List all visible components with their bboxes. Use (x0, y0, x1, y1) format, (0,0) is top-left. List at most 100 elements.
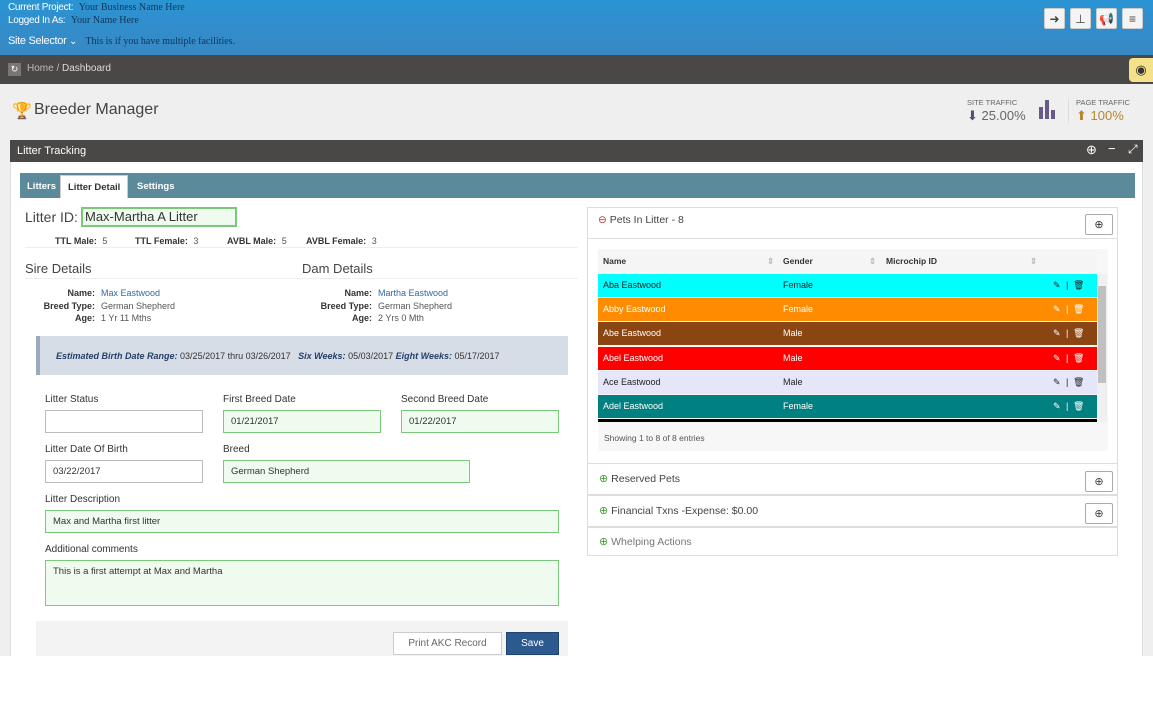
estimate-callout: Estimated Birth Date Range: 03/25/2017 t… (36, 336, 568, 375)
add-pet-button[interactable]: ⊕ (1085, 214, 1113, 235)
dam-details-title: Dam Details (302, 261, 373, 276)
sort-icon[interactable]: ⇕ (1030, 256, 1038, 266)
financial-txns-section[interactable]: ⊕ Financial Txns -Expense: $0.00 ⊕ (587, 495, 1118, 527)
reserved-pets-section[interactable]: ⊕ Reserved Pets ⊕ (587, 463, 1118, 495)
pet-gender: Male (783, 352, 803, 363)
logged-in-label: Logged In As: (8, 15, 66, 26)
table-row[interactable]: Ace Eastwood Male ✎ | 🗑 (598, 370, 1097, 394)
ttl-male-value: 5 (102, 236, 108, 246)
table-row[interactable]: Adel Eastwood Female ✎ | 🗑 (598, 395, 1097, 418)
pet-name: Abby Eastwood (603, 304, 666, 315)
eye-icon: ◉ (1135, 62, 1147, 77)
logout-button[interactable]: ➜ (1044, 8, 1065, 29)
chevron-down-icon: ⌄ (66, 36, 78, 47)
eight-weeks-label: Eight Weeks: (395, 350, 452, 361)
avbl-male-value: 5 (281, 236, 287, 246)
trash-icon[interactable]: 🗑 (1073, 328, 1085, 339)
dam-name-label: Name: (344, 288, 372, 298)
sort-icon[interactable]: ⇕ (869, 256, 877, 266)
tab-settings[interactable]: Settings (137, 181, 175, 192)
table-row[interactable]: Aba Eastwood Female ✎ | 🗑 (598, 274, 1097, 297)
menu-button[interactable]: ≡ (1122, 8, 1143, 29)
ttl-female-value: 3 (193, 236, 199, 246)
trash-icon[interactable]: 🗑 (1073, 401, 1085, 411)
ttl-female-label: TTL Female: (135, 236, 188, 246)
pet-name: Abe Eastwood (603, 328, 662, 339)
sitemap-button[interactable]: ⊥ (1070, 8, 1091, 29)
trash-icon[interactable]: 🗑 (1073, 280, 1085, 290)
sire-breed: German Shepherd (101, 300, 176, 311)
second-breed-date-input[interactable]: 01/22/2017 (401, 410, 559, 433)
column-gender[interactable]: Gender (783, 256, 813, 266)
refresh-icon[interactable]: ↻ (8, 63, 21, 76)
first-breed-date-label: First Breed Date (223, 394, 296, 405)
current-project: Your Business Name Here (78, 2, 185, 13)
top-header: Current Project: Your Business Name Here… (0, 0, 1153, 55)
first-breed-date-input[interactable]: 01/21/2017 (223, 410, 381, 433)
trash-icon[interactable]: 🗑 (1073, 376, 1085, 387)
six-weeks-label: Six Weeks: (298, 350, 346, 361)
litter-id-input[interactable]: Max-Martha A Litter (81, 207, 237, 227)
litter-description-input[interactable]: Max and Martha first litter (45, 510, 559, 533)
minus-circle-icon[interactable]: ⊖ (598, 214, 607, 226)
announcements-button[interactable]: 📢 (1096, 8, 1117, 29)
pet-gender: Female (783, 304, 814, 315)
avbl-male-label: AVBL Male: (227, 236, 277, 246)
table-scrollbar[interactable] (1097, 274, 1107, 422)
litter-status-input[interactable] (45, 410, 203, 433)
edit-icon[interactable]: ✎ (1053, 401, 1061, 411)
sire-age: 1 Yr 11 Mths (101, 313, 152, 323)
edit-icon[interactable]: ✎ (1053, 376, 1061, 387)
table-row[interactable]: Abe Eastwood Male ✎ | 🗑 (598, 322, 1097, 346)
entries-info: Showing 1 to 8 of 8 entries (604, 433, 705, 443)
litter-dob-input[interactable]: 03/22/2017 (45, 460, 203, 483)
column-name[interactable]: Name (603, 256, 627, 266)
minimize-icon[interactable]: − (1108, 141, 1116, 156)
edit-icon[interactable]: ✎ (1053, 352, 1061, 363)
pet-name: Ace Eastwood (603, 376, 661, 387)
tab-litter-detail[interactable]: Litter Detail (60, 175, 129, 198)
print-akc-record-button[interactable]: Print AKC Record (393, 632, 502, 655)
second-breed-date-label: Second Breed Date (401, 394, 489, 405)
site-selector[interactable]: Site Selector (8, 35, 67, 47)
plus-circle-icon: ⊕ (1094, 508, 1104, 520)
dam-breed-label: Breed Type: (320, 300, 372, 311)
sire-age-label: Age: (75, 313, 95, 323)
plus-circle-icon: ⊕ (599, 505, 609, 517)
add-financial-button[interactable]: ⊕ (1085, 503, 1113, 524)
dam-age-label: Age: (352, 313, 372, 323)
edit-icon[interactable]: ✎ (1053, 304, 1061, 315)
table-row[interactable]: Abby Eastwood Female ✎ | 🗑 (598, 298, 1097, 322)
litter-id-label: Litter ID: (25, 209, 78, 225)
pet-gender: Female (783, 401, 814, 411)
breed-input[interactable]: German Shepherd (223, 460, 470, 483)
pets-in-litter-title: Pets In Litter - 8 (609, 214, 684, 226)
page-traffic-value: 100% (1090, 108, 1124, 123)
plus-circle-icon: ⊕ (599, 473, 609, 485)
site-traffic-label: SITE TRAFFIC (967, 98, 1018, 107)
sire-breed-label: Breed Type: (43, 300, 95, 311)
trash-icon[interactable]: 🗑 (1073, 352, 1085, 363)
whelping-actions-section[interactable]: ⊕ Whelping Actions (587, 527, 1118, 556)
sire-name-link[interactable]: Max Eastwood (101, 288, 161, 298)
ttl-male-label: TTL Male: (55, 236, 97, 246)
expand-icon[interactable]: ⤢ (1128, 142, 1138, 156)
edit-icon[interactable]: ✎ (1053, 328, 1061, 339)
tab-litters[interactable]: Litters (27, 181, 57, 192)
eye-button[interactable]: ◉ (1129, 58, 1153, 82)
dam-name-link[interactable]: Martha Eastwood (378, 288, 449, 298)
add-icon[interactable]: ⊕ (1086, 142, 1097, 157)
breadcrumb-home[interactable]: Home / (27, 63, 60, 74)
whelping-actions-title: Whelping Actions (611, 536, 692, 548)
edit-icon[interactable]: ✎ (1053, 280, 1061, 290)
column-microchip-id[interactable]: Microchip ID (886, 256, 938, 266)
table-row[interactable]: Abel Eastwood Male ✎ | 🗑 (598, 346, 1097, 370)
additional-comments-textarea[interactable]: This is a first attempt at Max and Marth… (45, 560, 559, 606)
sort-icon[interactable]: ⇕ (767, 256, 775, 266)
pet-gender: Male (783, 328, 803, 339)
save-button[interactable]: Save (506, 632, 559, 655)
plus-circle-icon: ⊕ (599, 536, 609, 548)
dam-breed: German Shepherd (378, 300, 453, 311)
add-reserved-button[interactable]: ⊕ (1085, 471, 1113, 492)
trash-icon[interactable]: 🗑 (1073, 304, 1085, 315)
